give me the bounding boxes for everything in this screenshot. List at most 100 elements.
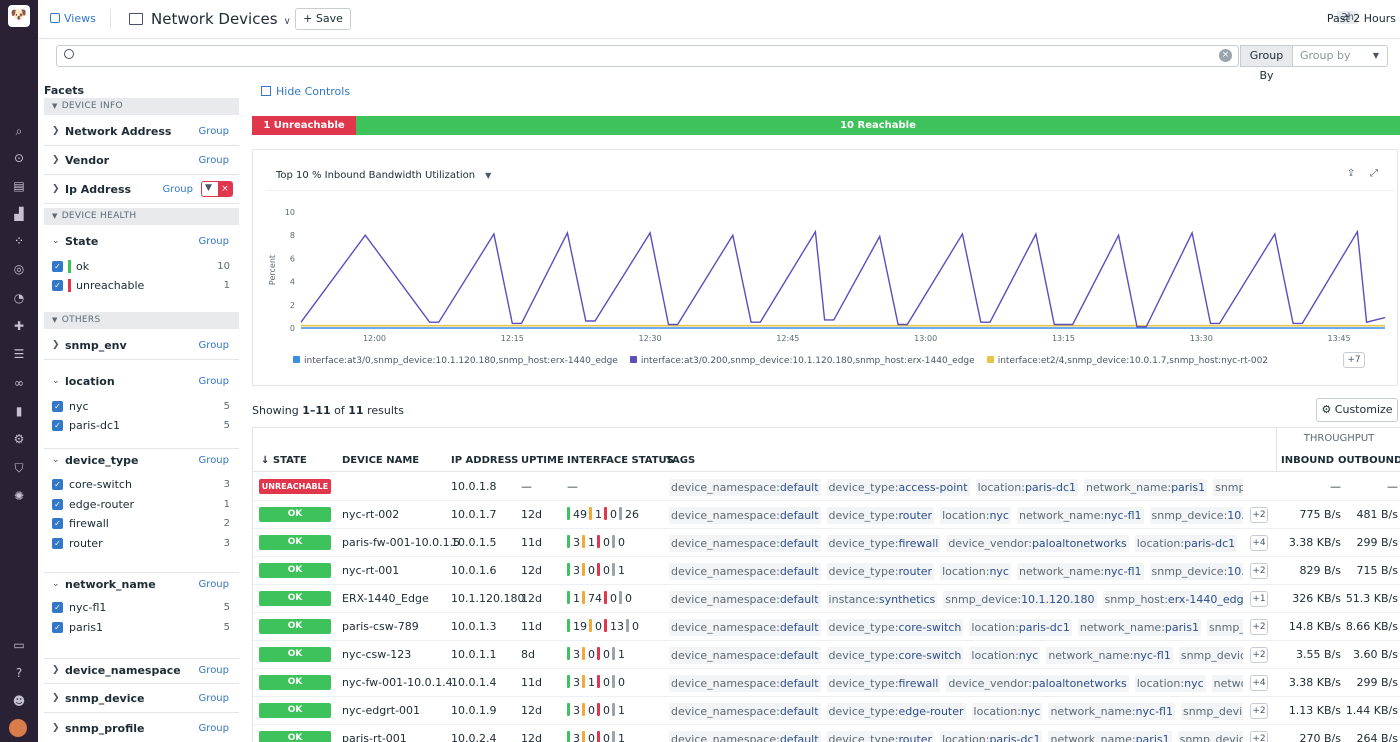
tag[interactable]: device_namespace:default [669,646,821,664]
tag[interactable]: location:paris-dc1 [975,478,1078,496]
group-link[interactable]: Group [198,579,229,590]
page-title[interactable]: Network Devices ∨ [129,7,291,34]
tag[interactable]: snmp_device:10.0.1.3 [1206,618,1243,636]
interface-status[interactable]: 49 1 0 26 [567,507,641,522]
facet-network-name[interactable]: ⌄ network_name Group [44,572,239,598]
gauge-icon[interactable]: ◔ [13,291,25,305]
time-range-label[interactable]: Past 2 Hours [1326,12,1396,25]
group-link[interactable]: Group [198,455,229,466]
tag[interactable]: device_vendor:paloaltonetworks [946,534,1129,552]
device-name[interactable]: paris-rt-001 [342,732,407,742]
facet-value-router[interactable]: ✓ router 3 [52,535,232,553]
facet-snmp-profile[interactable]: ❯ snmp_profile Group [44,717,239,742]
tag[interactable]: device_type:router [826,730,935,742]
more-tags-button[interactable]: +1 [1250,591,1268,607]
team-icon[interactable]: ☻ [12,694,26,708]
facet-value-edge-router[interactable]: ✓ edge-router 1 [52,496,232,514]
tag[interactable]: snmp_device:10.0.1.7 [1149,506,1243,524]
views-button[interactable]: Views [50,9,111,29]
tag[interactable]: device_namespace:default [669,590,821,608]
tag[interactable]: network_name:nyc-… [1211,674,1243,692]
datadog-logo-icon[interactable]: 🐶 [8,5,30,27]
tag[interactable]: location:nyc [940,506,1011,524]
tag[interactable]: network_name:nyc-fl1 [1046,646,1173,664]
facet-value-core-switch[interactable]: ✓ core-switch 3 [52,476,232,494]
line-chart[interactable]: 0 2 4 6 8 10 12:00 12:15 12:30 12:45 13:00 13:15 13:… [253,202,1399,352]
group-by-select[interactable]: Group by ▼ [1293,45,1388,67]
clear-icon[interactable]: × [1219,49,1232,62]
facet-value-paris-dc1[interactable]: ✓ paris-dc1 5 [52,417,232,435]
checkbox[interactable]: ✓ [52,479,63,490]
checkbox[interactable]: ✓ [52,538,63,549]
tag[interactable]: snmp_device:10.0.1.6 [1149,562,1243,580]
checkbox[interactable]: ✓ [52,499,63,510]
facet-snmp-device[interactable]: ❯ snmp_device Group [44,687,239,713]
book-icon[interactable]: ▮ [15,404,23,418]
checkbox[interactable]: ✓ [52,280,63,291]
tag[interactable]: instance:synthetics [826,590,938,608]
search-input[interactable]: × [56,45,1239,67]
tag[interactable]: location:nyc [971,702,1043,720]
export-icon[interactable]: ⇪ [1346,168,1356,179]
tag[interactable]: device_namespace:default [669,702,821,720]
tag[interactable]: snmp_device:10.0.1.9 [1180,702,1243,720]
checkbox[interactable]: ✓ [52,622,63,633]
group-link[interactable]: Group [198,155,229,166]
facet-location[interactable]: ⌄ location Group [44,370,239,396]
facet-vendor[interactable]: ❯ Vendor Group [44,149,239,175]
device-name[interactable]: paris-csw-789 [342,620,419,633]
facet-device-type[interactable]: ⌄ device_type Group [44,448,239,474]
col-device-name[interactable]: DEVICE NAME [342,455,420,466]
more-tags-button[interactable]: +4 [1250,675,1268,691]
checkbox[interactable]: ✓ [52,602,63,613]
col-inbound[interactable]: INBOUND [1281,455,1335,466]
tag[interactable]: device_namespace:default [669,534,821,552]
device-name[interactable]: nyc-rt-002 [342,508,400,521]
legend-item[interactable]: interface:et2/4,snmp_device:10.0.1.7,snm… [986,356,1268,366]
tag[interactable]: device_type:firewall [826,534,941,552]
tag[interactable]: location:paris-dc1 [1134,534,1238,552]
interface-status[interactable]: 19 0 13 0 [567,619,641,634]
section-device-info[interactable]: ▼ DEVICE INFO [44,98,239,115]
tag[interactable]: device_type:firewall [826,674,941,692]
table-row[interactable]: OK nyc-fw-001-10.0.1.4 10.0.1.4 11d 3 1 0 0 devi… [253,669,1400,697]
legend-item[interactable]: interface:at3/0,snmp_device:10.1.120.180… [293,356,618,366]
legend-item[interactable]: interface:at3/0.200,snmp_device:10.1.120… [629,356,975,366]
user-avatar[interactable] [9,719,27,737]
table-row[interactable]: OK paris-fw-001-10.0.1.5 10.0.1.5 11d 3 1 0 0 de… [253,529,1400,557]
table-row[interactable]: OK nyc-rt-002 10.0.1.7 12d 49 1 0 26 device_name… [253,501,1400,529]
tag[interactable]: device_namespace:default [669,730,821,742]
tag[interactable]: device_type:router [826,562,935,580]
tag[interactable]: device_type:router [826,506,935,524]
device-name[interactable]: nyc-fw-001-10.0.1.4 [342,676,453,689]
legend-more-button[interactable]: +7 [1343,352,1365,368]
remove-filter-icon[interactable]: × [218,182,232,196]
facet-device-namespace[interactable]: ❯ device_namespace Group [44,658,239,684]
checkbox[interactable]: ✓ [52,518,63,529]
puzzle-icon[interactable]: ✚ [13,319,25,333]
more-tags-button[interactable]: +2 [1250,619,1268,635]
tag[interactable]: location:nyc [969,646,1041,664]
col-state[interactable]: ↓ STATE [261,455,307,466]
facet-value-unreachable[interactable]: ✓ unreachable 1 [52,277,232,295]
table-row[interactable]: OK nyc-edgrt-001 10.0.1.9 12d 3 0 0 1 device_nam… [253,697,1400,725]
facet-value-nyc-fl1[interactable]: ✓ nyc-fl1 5 [52,599,232,617]
col-ip-address[interactable]: IP ADDRESS [451,455,519,466]
time-range-badge[interactable]: 2h [1337,11,1358,24]
more-tags-button[interactable]: +2 [1250,563,1268,579]
facet-value-ok[interactable]: ✓ ok 10 [52,258,232,276]
tag[interactable]: network_name:nyc-fl1 [1016,562,1144,580]
tag[interactable]: network_name:paris1 [1048,730,1172,742]
group-link[interactable]: Group [198,340,229,351]
group-link[interactable]: Group [198,236,229,247]
group-link[interactable]: Group [198,126,229,137]
table-row[interactable]: OK paris-csw-789 10.0.1.3 11d 19 0 13 0 device_n… [253,613,1400,641]
table-row[interactable]: UNREACHABLE 10.0.1.8— — device_namespace:de… [253,473,1400,501]
save-button[interactable]: + Save [295,8,351,30]
apm-icon[interactable]: ⚙ [13,432,25,446]
tag[interactable]: network_name:nyc-fl1 [1048,702,1175,720]
binoculars-icon[interactable]: ⊙ [13,151,25,165]
